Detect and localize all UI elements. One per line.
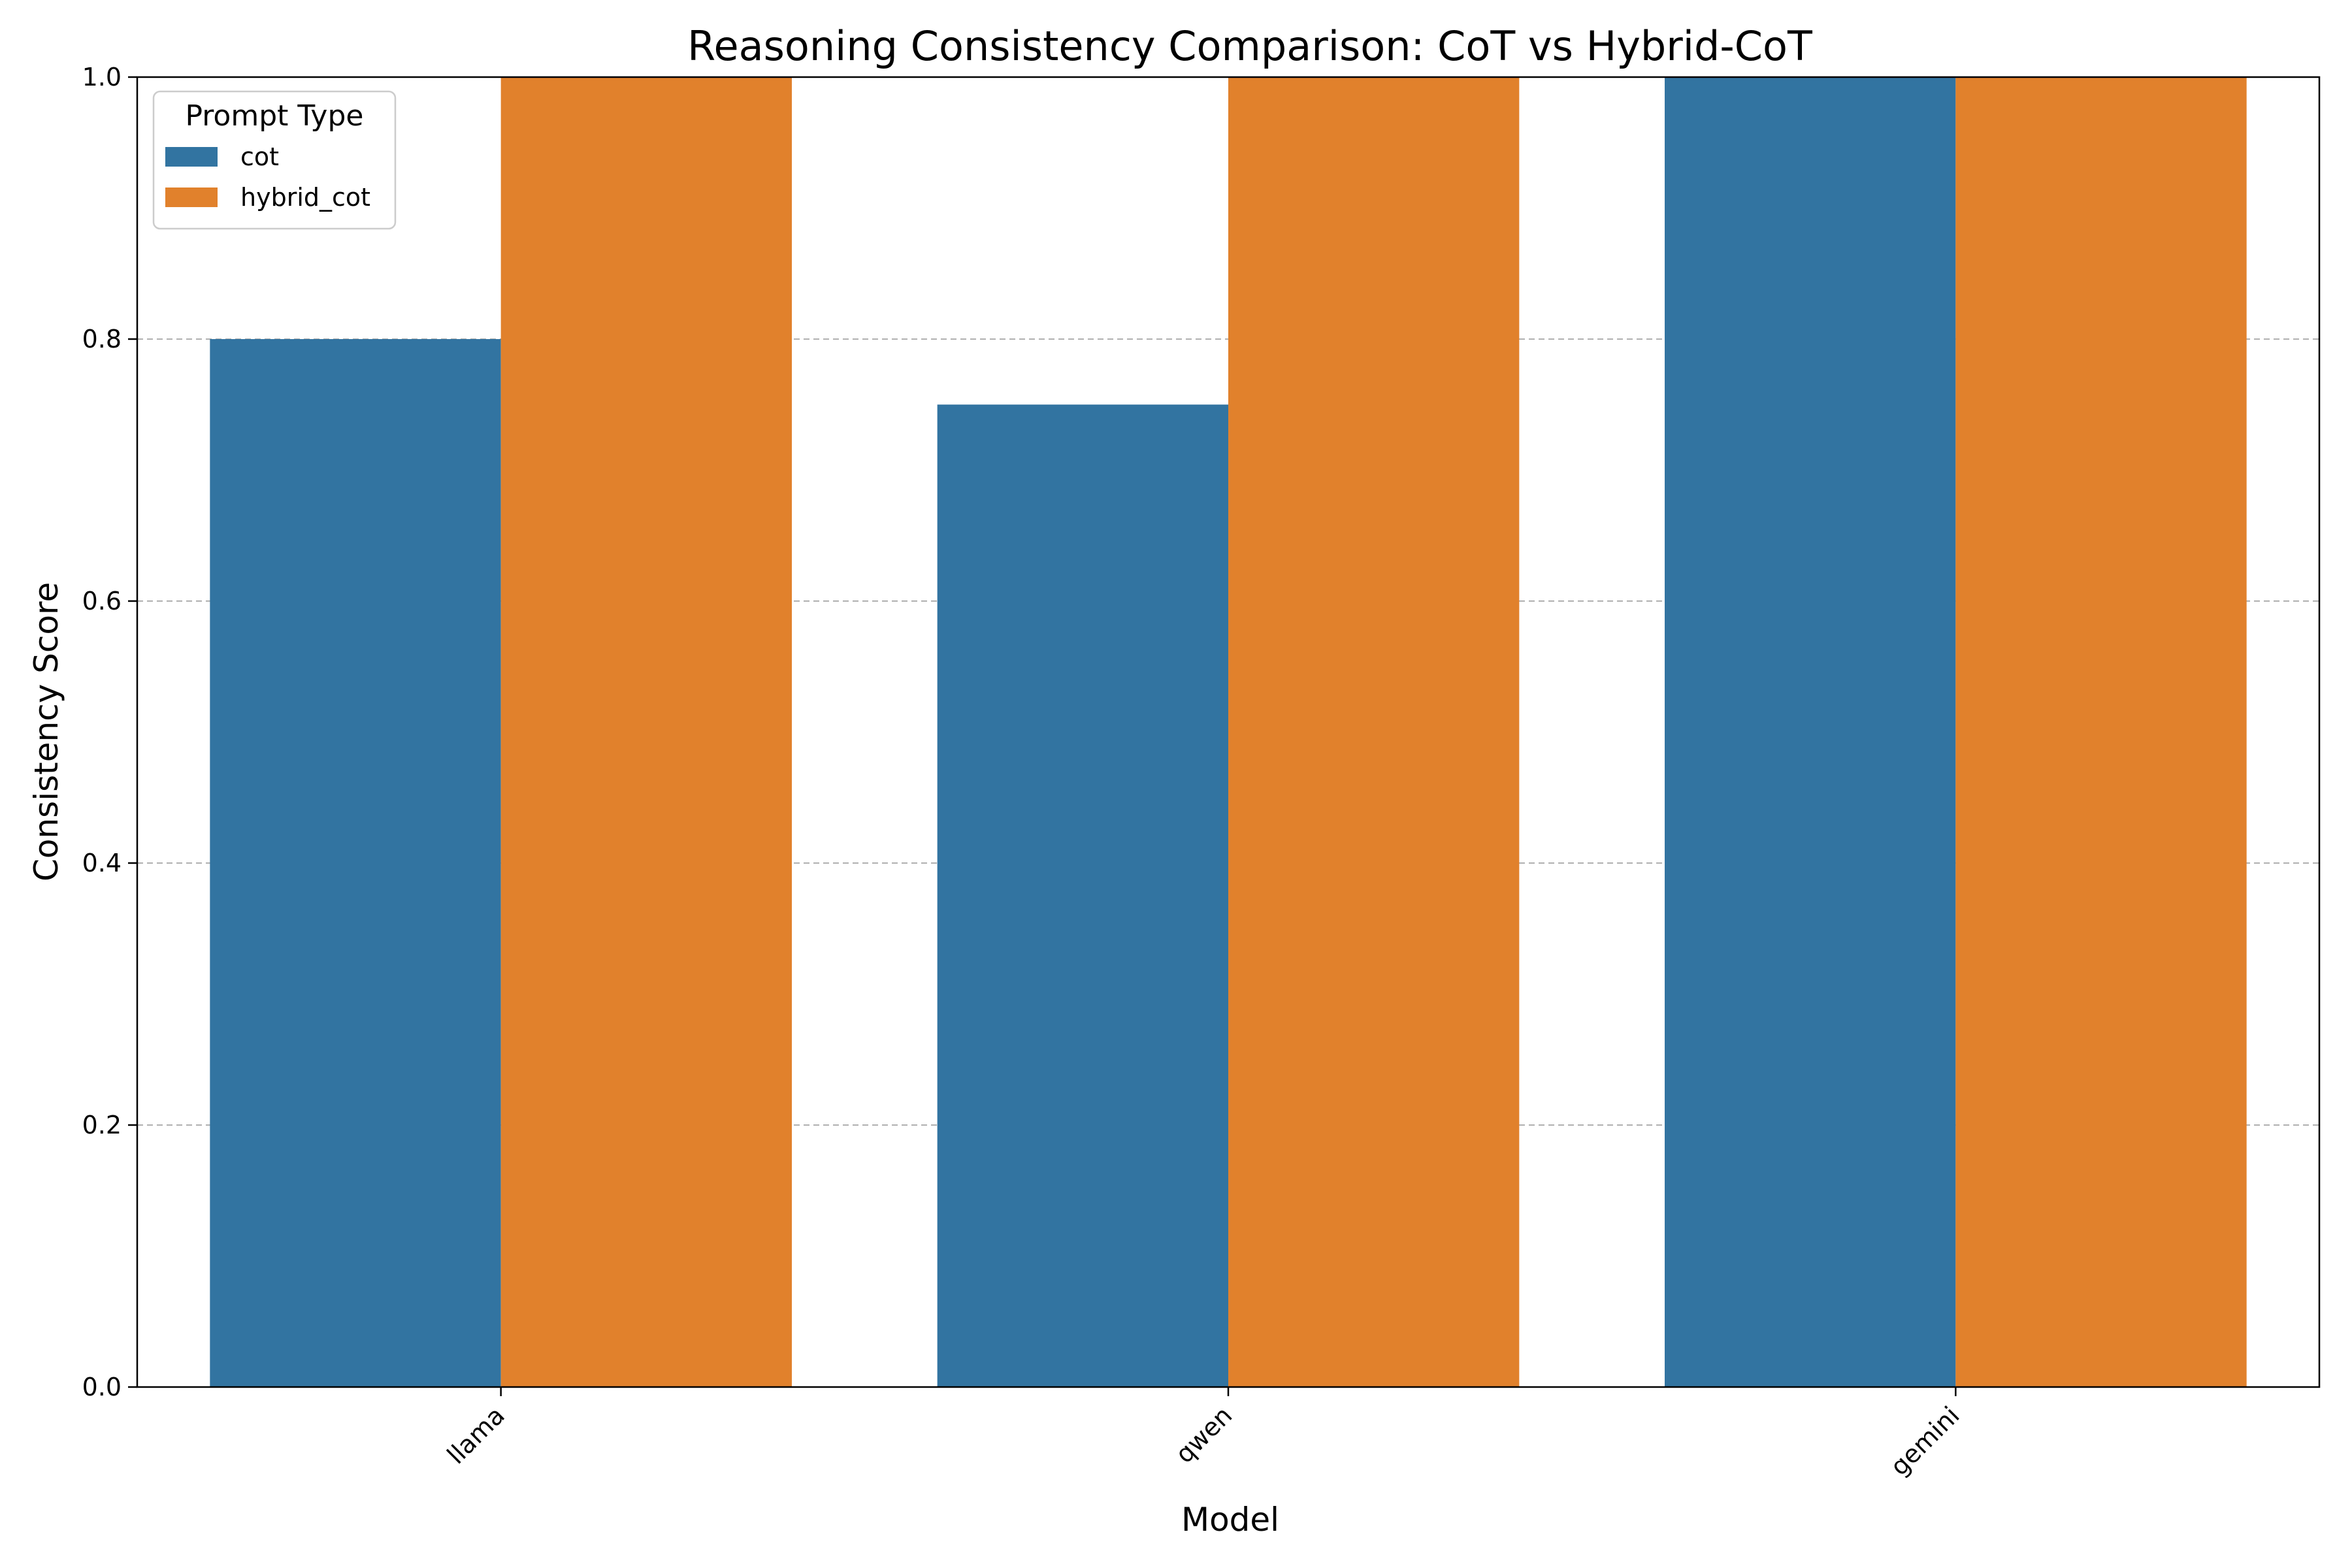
x-axis-ticks: llama qwen gemini (442, 1387, 1965, 1481)
bar-hybrid_cot-qwen (1228, 77, 1520, 1387)
bar-cot-qwen (937, 404, 1228, 1387)
chart-title: Reasoning Consistency Comparison: CoT vs… (687, 22, 1813, 70)
y-axis-label: Consistency Score (27, 582, 65, 881)
y-tick-label: 0.4 (82, 849, 122, 877)
legend-label-hybrid_cot: hybrid_cot (240, 183, 370, 212)
x-tick-label: llama (442, 1401, 510, 1469)
y-tick-label: 0.8 (82, 325, 122, 353)
x-tick-label: gemini (1885, 1401, 1965, 1481)
y-tick-label: 0.6 (82, 587, 122, 615)
x-axis-label: Model (1181, 1501, 1279, 1539)
x-tick-label: qwen (1170, 1401, 1238, 1469)
bars (210, 77, 2247, 1387)
legend-label-cot: cot (240, 142, 279, 171)
legend-swatch-cot (165, 147, 218, 167)
y-tick-label: 0.2 (82, 1111, 122, 1139)
bar-hybrid_cot-gemini (1955, 77, 2247, 1387)
bar-cot-llama (210, 339, 501, 1387)
y-axis-ticks: 0.0 0.2 0.4 0.6 0.8 1.0 (82, 63, 137, 1401)
bar-hybrid_cot-llama (500, 77, 792, 1387)
legend: Prompt Type cot hybrid_cot (152, 90, 397, 230)
legend-title: Prompt Type (186, 99, 364, 133)
y-tick-label: 1.0 (82, 63, 122, 91)
bar-cot-gemini (1665, 77, 1956, 1387)
y-tick-label: 0.0 (82, 1373, 122, 1401)
legend-swatch-hybrid_cot (165, 188, 218, 207)
